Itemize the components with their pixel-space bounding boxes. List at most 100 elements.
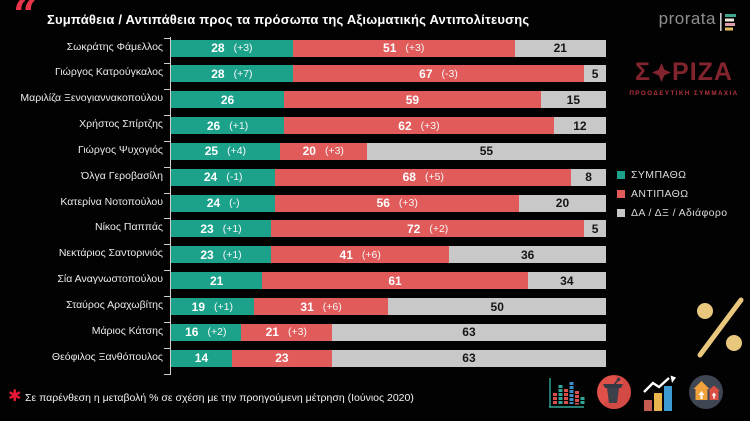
chart-row: Νεκτάριος Σαντορινιός 23 (+1) 41 (+6) 36	[0, 246, 750, 264]
segment-change: (+4)	[227, 145, 247, 158]
antipathy-segment: 56 (+3)	[275, 194, 519, 212]
prorata-logo-icon	[720, 13, 736, 31]
person-name: Σία Αναγνωστοπούλου	[57, 273, 163, 286]
antipathy-segment: 31 (+6)	[253, 298, 389, 315]
axis-tick	[164, 115, 170, 117]
page-title: Συμπάθεια / Αντιπάθεια προς τα πρόσωπα τ…	[47, 12, 530, 27]
sympathy-segment: 21	[171, 272, 263, 290]
legend-label: ΑΝΤΙΠΑΘΩ	[631, 188, 689, 200]
legend-item-antipathy: ΑΝΤΙΠΑΘΩ	[617, 188, 728, 200]
legend-item-neutral: ΔΑ / ΔΞ / Αδιάφορο	[617, 207, 728, 219]
chart-row: Σωκράτης Φάμελλος 28 (+3) 51 (+3) 21	[0, 39, 750, 57]
segment-change: (+3)	[405, 42, 425, 54]
segment-value: 50	[490, 299, 504, 314]
segment-value: 23	[275, 351, 289, 366]
segment-value: 12	[573, 118, 587, 133]
neutral-segment: 55	[366, 142, 606, 160]
sympathy-segment: 23 (+1)	[171, 246, 272, 264]
stacked-bar: 14 23 63	[171, 349, 606, 367]
chart-row: Θεόφιλος Ξανθόπουλος 14 23 63	[0, 349, 750, 367]
quote-icon: “	[13, 0, 38, 39]
segment-value: 21	[209, 273, 224, 288]
stacked-bar: 23 (+1) 72 (+2) 5	[171, 220, 606, 238]
neutral-segment: 63	[331, 349, 606, 367]
percent-icon	[697, 297, 744, 358]
person-name: Νίκος Παππάς	[95, 221, 163, 234]
segment-value: 26	[220, 92, 235, 107]
axis-tick	[164, 166, 170, 168]
sympathy-segment: 28 (+3)	[171, 39, 293, 57]
neutral-segment: 50	[388, 298, 606, 315]
y-axis-line	[170, 37, 171, 375]
segment-value: 31	[300, 299, 314, 314]
stacked-bar: 26 59 15	[171, 91, 606, 109]
person-name: Χρήστος Σπίρτζης	[79, 118, 163, 131]
antipathy-segment: 20 (+3)	[279, 142, 367, 160]
segment-value: 56	[376, 196, 390, 211]
neutral-segment: 20	[518, 194, 606, 212]
segment-value: 72	[406, 221, 421, 236]
antipathy-segment: 59	[284, 91, 541, 109]
axis-tick	[164, 270, 170, 272]
podium-icon	[597, 375, 632, 410]
antipathy-swatch-icon	[617, 190, 625, 198]
person-name: Θεόφιλος Ξανθόπουλος	[51, 350, 163, 363]
person-name: Σωκράτης Φάμελλος	[66, 40, 163, 53]
segment-change: (+3)	[287, 326, 307, 339]
antipathy-segment: 61	[262, 272, 528, 290]
chart-row: Σία Αναγνωστοπούλου 21 61 34	[0, 272, 750, 290]
segment-change: (+3)	[324, 145, 344, 158]
segment-change: (+1)	[222, 248, 242, 261]
segment-value: 15	[566, 92, 581, 107]
segment-change: (+3)	[233, 42, 253, 54]
segment-value: 5	[591, 221, 599, 236]
chart-row: Κατερίνα Νοτοπούλου 24 (-) 56 (+3) 20	[0, 194, 750, 212]
stacked-bar: 19 (+1) 31 (+6) 50	[171, 298, 606, 315]
segment-value: 20	[555, 196, 570, 211]
stacked-bar: 25 (+4) 20 (+3) 55	[171, 142, 606, 160]
stacked-bar: 28 (+3) 51 (+3) 21	[171, 39, 606, 57]
person-name: Μαριλίζα Ξενογιαννακοπούλου	[20, 92, 163, 105]
segment-value: 62	[398, 118, 412, 133]
sympathy-segment: 26 (+1)	[171, 117, 285, 135]
segment-value: 23	[200, 247, 214, 262]
axis-tick	[164, 321, 170, 323]
segment-change: (-1)	[226, 171, 243, 184]
legend-label: ΔΑ / ΔΞ / Αδιάφορο	[631, 207, 728, 219]
neutral-segment: 12	[553, 117, 606, 135]
stacked-bar: 23 (+1) 41 (+6) 36	[171, 246, 606, 264]
segment-change: (+1)	[222, 222, 242, 235]
axis-tick	[164, 63, 170, 65]
syriza-logo-text: Σ ΡΙΖΑ	[635, 58, 733, 86]
segment-change: (+2)	[429, 222, 449, 235]
antipathy-segment: 21 (+3)	[240, 323, 332, 341]
segment-value: 23	[200, 221, 214, 236]
legend: ΣΥΜΠΑΘΩ ΑΝΤΙΠΑΘΩ ΔΑ / ΔΞ / Αδιάφορο	[617, 169, 728, 226]
segment-value: 14	[194, 351, 209, 366]
footnote-asterisk-icon: ✱	[8, 388, 22, 405]
segment-value: 19	[191, 299, 206, 314]
segment-value: 51	[383, 41, 397, 55]
person-name: Γιώργος Κατρούγκαλος	[55, 66, 163, 79]
stacked-bar: 26 (+1) 62 (+3) 12	[171, 117, 606, 135]
antipathy-segment: 23	[231, 349, 332, 367]
segment-change: (+3)	[420, 119, 440, 132]
segment-change: (+1)	[214, 300, 233, 313]
person-name: Μάριος Κάτσης	[91, 324, 163, 337]
segment-value: 24	[203, 170, 218, 185]
axis-tick	[164, 89, 170, 91]
axis-tick	[164, 296, 170, 297]
houses-icon	[689, 375, 723, 409]
sympathy-segment: 26	[171, 91, 285, 109]
segment-value: 24	[206, 196, 221, 211]
chart-row: Μάριος Κάτσης 16 (+2) 21 (+3) 63	[0, 323, 750, 341]
star-icon	[652, 63, 672, 82]
axis-tick	[164, 373, 170, 375]
neutral-segment: 5	[584, 65, 606, 83]
sympathy-segment: 14	[171, 349, 232, 367]
equalizer-chart-icon	[549, 378, 585, 408]
stacked-bar: 28 (+7) 67 (-3) 5	[171, 65, 606, 83]
neutral-segment: 8	[571, 168, 606, 186]
stacked-bar: 24 (-) 56 (+3) 20	[171, 194, 606, 212]
segment-change: (+2)	[207, 326, 227, 339]
